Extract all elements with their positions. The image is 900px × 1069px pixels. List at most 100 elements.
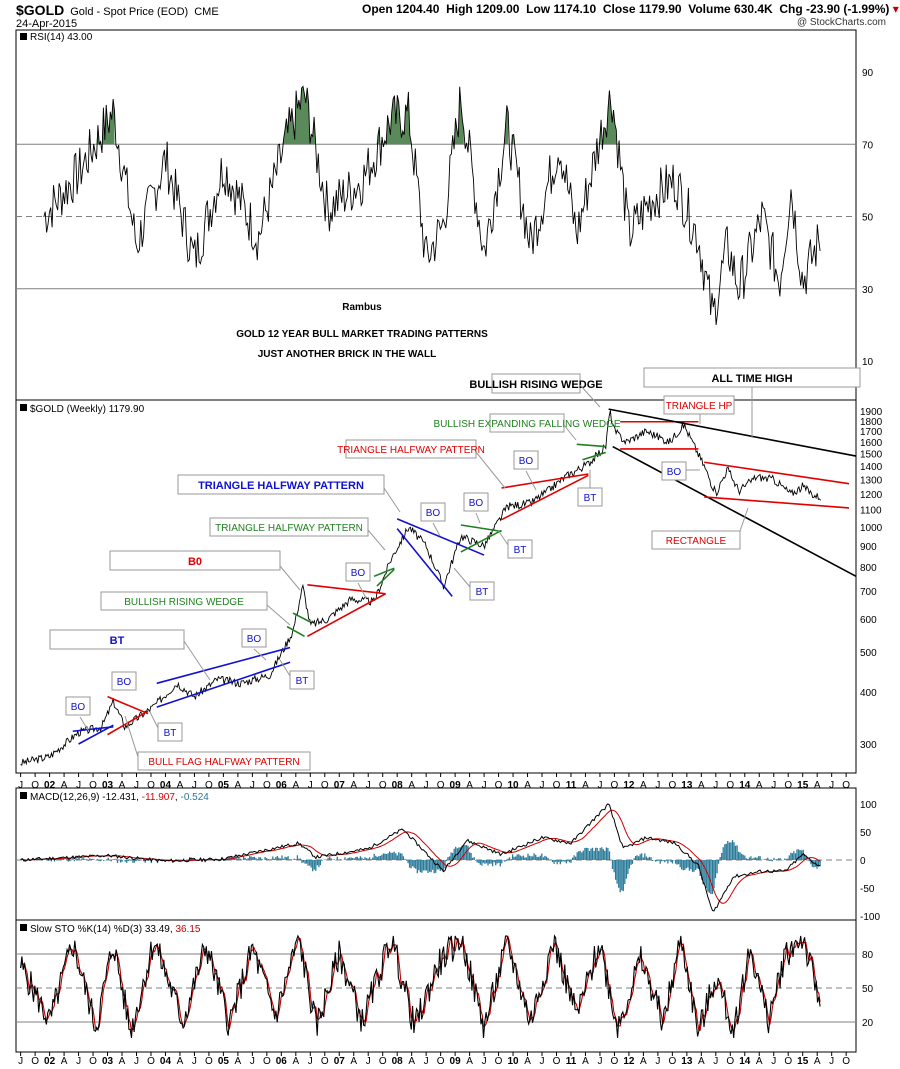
price-x-label: O xyxy=(89,780,97,791)
price-tick-label: 800 xyxy=(860,563,877,574)
label-bt-2006: BT xyxy=(279,659,315,690)
label-bo-2009: BO xyxy=(463,492,489,524)
label-all-time-high-leader xyxy=(579,384,601,408)
price-tick-label: 600 xyxy=(860,615,877,626)
price-x-label: J xyxy=(713,780,718,791)
label-triangle-halfway-2007-box xyxy=(209,517,369,537)
price-x-label: 04 xyxy=(160,780,172,791)
label-b0-2013: BO xyxy=(661,461,700,481)
triangle-2009-bottom xyxy=(460,529,502,553)
stoch-tick-label: 20 xyxy=(862,1018,874,1029)
price-x-label: 05 xyxy=(218,780,230,791)
triangle-2003-bottom xyxy=(107,710,149,736)
stoch-x-label: J xyxy=(829,1056,834,1067)
price-subtitle: JUST ANOTHER BRICK IN THE WALL xyxy=(258,349,437,360)
stoch-panel-frame xyxy=(15,919,857,1053)
label-triangle-halfway-2007-text: TRIANGLE HALFWAY PATTERN xyxy=(215,523,363,534)
rsi-tick-label: 90 xyxy=(862,68,874,79)
stoch-legend-icon xyxy=(20,924,27,931)
price-x-label: 15 xyxy=(797,780,809,791)
stoch-x-label: O xyxy=(553,1056,561,1067)
stoch-x-label: O xyxy=(205,1056,213,1067)
price-tick-label: 1900 xyxy=(860,407,883,418)
triangle-2007-line-2 xyxy=(376,568,395,587)
label-triangle-hp-text: BULLISH EXPANDING FALLING WEDGE xyxy=(433,419,620,430)
label-bt-2006-box xyxy=(289,670,315,690)
stoch-x-label: 14 xyxy=(739,1056,751,1067)
rsi-tick-label: 50 xyxy=(862,213,874,224)
triangle-hp-top xyxy=(576,443,606,448)
macd-legend-label: MACD(12,26,9) -12.431, -11.907, -0.524 xyxy=(30,792,209,803)
stoch-x-label: O xyxy=(321,1056,329,1067)
stoch-x-label: O xyxy=(611,1056,619,1067)
label-all-time-high-box xyxy=(491,373,581,394)
label-bt-2003-text: BT xyxy=(164,728,177,739)
stockcharts-credit: @ StockCharts.com xyxy=(796,17,886,28)
label-bo-2009-leader xyxy=(475,512,481,524)
label-bt-2006-text: BT xyxy=(296,676,309,687)
label-falling-wedge: RECTANGLE xyxy=(651,507,749,550)
price-panel-frame xyxy=(15,399,857,774)
falling-wedge-bottom xyxy=(704,496,850,509)
label-bull-flag-text: BULLISH RISING WEDGE xyxy=(124,597,244,608)
stoch-x-label: J xyxy=(655,1056,660,1067)
price-x-label: J xyxy=(829,780,834,791)
price-x-label: J xyxy=(18,780,23,791)
label-bo-2008-text: BO xyxy=(426,508,441,519)
price-x-label: A xyxy=(582,780,589,791)
price-x-label: O xyxy=(668,780,676,791)
stoch-x-label: J xyxy=(540,1056,545,1067)
label-bo-2007-leader xyxy=(357,582,367,599)
price-tick-label: 700 xyxy=(860,587,877,598)
bull-flag-line-1 xyxy=(286,625,305,637)
price-tick-label: 300 xyxy=(860,740,877,751)
label-bo-2007-box xyxy=(345,562,371,582)
rsi-legend-label: RSI(14) 43.00 xyxy=(30,32,93,43)
label-bt-2010: BT xyxy=(497,529,533,559)
stoch-x-label: 05 xyxy=(218,1056,230,1067)
rsi-panel-frame xyxy=(15,29,857,401)
label-bullish-rising-wedge-leader xyxy=(183,640,211,681)
label-bo-2009-box xyxy=(463,492,489,512)
stoch-x-label: 12 xyxy=(623,1056,635,1067)
price-tick-label: 1800 xyxy=(860,417,883,428)
label-all-time-high: BULLISH RISING WEDGE xyxy=(469,373,603,408)
expanding-wedge-top xyxy=(396,518,485,556)
stoch-x-label: J xyxy=(308,1056,313,1067)
label-bo-2010: BO xyxy=(513,450,539,491)
label-triangle-halfway-2006: B0 xyxy=(109,550,301,591)
label-bt-2009-text: BT xyxy=(476,587,489,598)
macd-legend-name: MACD(12,26,9) xyxy=(30,792,102,803)
stoch-x-label: 07 xyxy=(334,1056,346,1067)
stoch-x-label: A xyxy=(466,1056,473,1067)
stoch-x-label: O xyxy=(668,1056,676,1067)
triangle-2007-line-1 xyxy=(373,567,395,578)
price-x-label: 11 xyxy=(566,780,577,791)
stoch-x-label: 03 xyxy=(102,1056,114,1067)
stoch-x-label: 02 xyxy=(44,1056,56,1067)
macd-tick-label: 0 xyxy=(860,856,866,867)
price-x-label: A xyxy=(524,780,531,791)
price-x-label: J xyxy=(771,780,776,791)
label-bullish-rising-wedge-2010-leader xyxy=(475,451,506,489)
macd-legend-sep: , xyxy=(175,792,181,803)
stoch-x-label: A xyxy=(640,1056,647,1067)
stoch-x-label: A xyxy=(756,1056,763,1067)
price-x-label: O xyxy=(379,780,387,791)
price-x-label: O xyxy=(784,780,792,791)
label-bullish-expanding-wedge-2013: ALL TIME HIGH xyxy=(643,367,861,438)
price-x-label: J xyxy=(76,780,81,791)
label-bo-2003-text: BO xyxy=(117,677,132,688)
price-x-label: J xyxy=(482,780,487,791)
label-bullish-rising-wedge-box xyxy=(49,629,185,650)
price-x-label: O xyxy=(726,780,734,791)
price-tick-label: 1400 xyxy=(860,462,883,473)
stoch-x-label: J xyxy=(597,1056,602,1067)
price-x-label: A xyxy=(640,780,647,791)
label-rectangle-text: TRIANGLE HP xyxy=(666,401,733,412)
label-triangle-halfway-2007-leader xyxy=(367,529,386,551)
macd-legend-signal: -11.907 xyxy=(142,792,176,803)
label-bull-flag-leader xyxy=(266,604,291,626)
chart-title: $GOLD Gold - Spot Price (EOD) CME xyxy=(16,2,219,18)
label-triangle-hp-leader xyxy=(563,424,577,441)
